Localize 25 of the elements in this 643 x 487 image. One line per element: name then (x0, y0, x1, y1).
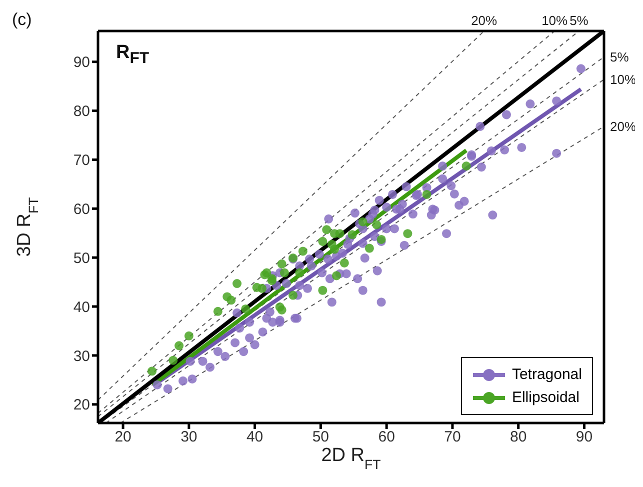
annotation: R$_{FT}$ (116, 42, 150, 68)
y-tick-label: 60 (73, 200, 90, 218)
text: (c) (12, 10, 32, 30)
x-tick-label: 30 (180, 428, 198, 446)
x-axis-title: 2D R$_{FT}$ (321, 445, 381, 472)
annotation: 20% (471, 13, 498, 28)
x-tick-label: 40 (246, 428, 264, 446)
x-tick-label: 90 (576, 428, 593, 446)
y-tick-label: 70 (73, 152, 90, 170)
y-tick-label: 90 (73, 54, 90, 72)
y-tick-label: 40 (73, 298, 90, 316)
annotation: 5% (610, 50, 630, 65)
legend-label: Ellipsoidal (512, 389, 580, 406)
y-tick-label: 80 (73, 103, 90, 120)
legend-label: Tetragonal (512, 366, 582, 383)
x-tick-label: 60 (378, 428, 395, 446)
annotation: 5% (570, 13, 589, 28)
x-tick-label: 70 (444, 428, 461, 446)
annotation: 10% (542, 13, 568, 28)
y-tick-label: 30 (73, 348, 90, 365)
x-tick-label: 50 (312, 428, 330, 446)
x-tick-label: 20 (114, 428, 132, 446)
y-tick-label: 20 (73, 396, 90, 414)
x-tick-label: 80 (510, 428, 527, 446)
y-tick-label: 50 (73, 250, 90, 267)
